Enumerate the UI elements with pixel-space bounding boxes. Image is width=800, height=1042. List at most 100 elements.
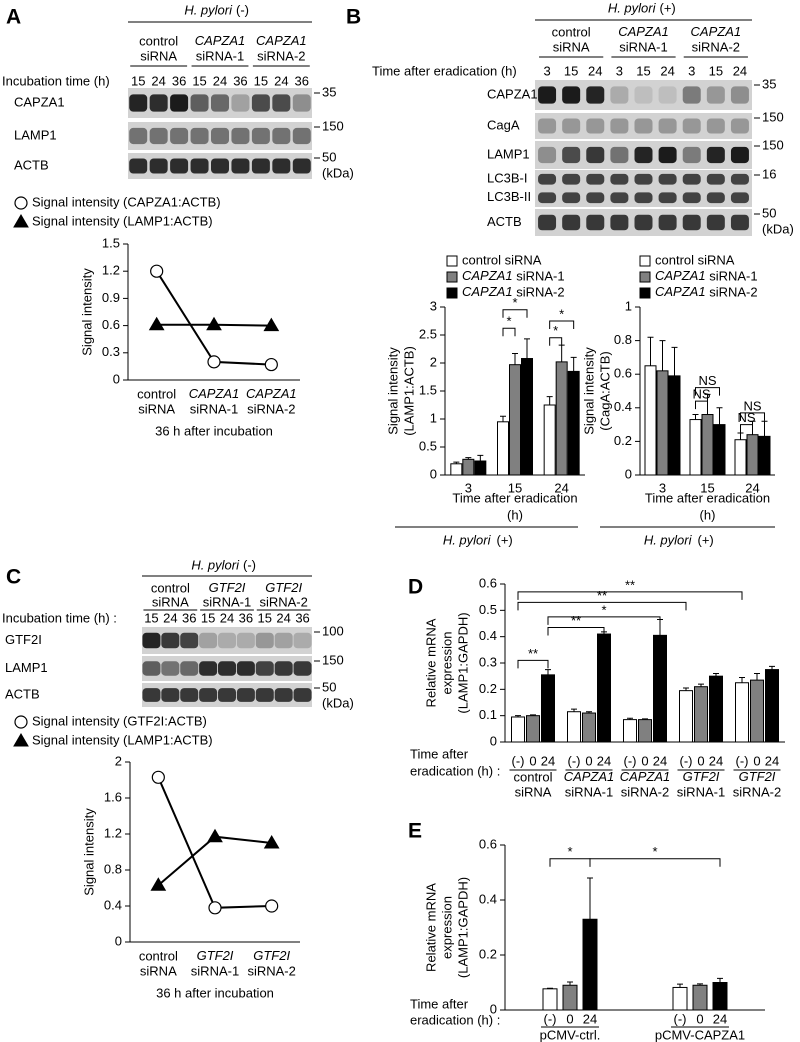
- bar: [672, 986, 688, 1011]
- footer-condition: (+): [497, 532, 513, 547]
- x-tick-label: 3: [659, 480, 666, 495]
- series-label: 24: [713, 1011, 727, 1026]
- y-tick-label: 1.5: [102, 235, 120, 250]
- significance-label: *: [652, 844, 657, 859]
- y-axis-label: (LAMP1:GAPDH): [455, 612, 470, 713]
- y-axis-label: (LAMP1:ACTB): [401, 346, 416, 436]
- band: [199, 688, 218, 702]
- band: [161, 688, 180, 702]
- band: [293, 661, 312, 676]
- significance-bracket: [517, 591, 743, 600]
- series-line: [157, 835, 272, 887]
- x-tick-label: pCMV-CAPZA1: [655, 1027, 745, 1042]
- band: [706, 214, 725, 231]
- bar: [709, 675, 723, 743]
- error-bar: [642, 718, 648, 720]
- header-strain: H. pylori: [184, 2, 233, 17]
- panel-letter: B: [346, 6, 361, 29]
- error-bar: [512, 352, 518, 365]
- bar: [750, 679, 764, 743]
- group-label: siRNA-2: [259, 594, 307, 609]
- lane-label: 15: [709, 63, 723, 78]
- bar: [509, 364, 521, 476]
- x-tick-label: CAPZA1: [564, 769, 615, 784]
- marker: [151, 770, 165, 784]
- significance-label: *: [559, 306, 564, 321]
- band: [129, 94, 148, 112]
- legend-label: control siRNA: [655, 252, 735, 267]
- significance-bracket: [547, 626, 605, 636]
- bar: [582, 918, 598, 1011]
- group-label: CAPZA1: [195, 33, 246, 48]
- band: [142, 688, 161, 702]
- band: [129, 127, 148, 145]
- band: [634, 192, 653, 204]
- band: [272, 94, 291, 112]
- row-label: LC3B-II: [487, 189, 531, 204]
- y-axis-label: expression: [439, 896, 454, 959]
- error-bar: [659, 340, 666, 371]
- marker: [207, 355, 221, 369]
- x-tick-label: siRNA-1: [677, 784, 725, 799]
- band: [634, 86, 653, 104]
- error-bar: [717, 977, 723, 983]
- error-bar: [500, 415, 506, 422]
- legend-swatch: [446, 255, 458, 267]
- mw-marker: 50: [762, 205, 776, 220]
- significance-bracket: [549, 320, 575, 329]
- marker: [207, 828, 223, 843]
- band: [682, 118, 701, 134]
- bar: [668, 375, 681, 476]
- lane-label: 3: [688, 63, 695, 78]
- error-bar: [546, 396, 553, 405]
- row-label: eradication (h) :: [410, 1012, 500, 1027]
- x-tick-label: 15: [700, 480, 714, 495]
- x-tick-label: siRNA-2: [247, 963, 295, 978]
- lane-label: 36: [295, 610, 309, 625]
- significance-label: NS: [698, 373, 716, 388]
- x-tick-label: siRNA: [140, 963, 177, 978]
- lane-label: 15: [258, 610, 272, 625]
- row-label: LAMP1: [487, 146, 530, 161]
- series-label: 24: [597, 753, 611, 768]
- x-tick-label: CAPZA1: [189, 386, 240, 401]
- header-condition: (-): [236, 2, 249, 17]
- series-label: (-): [544, 1011, 557, 1026]
- lane-label: 36: [172, 73, 186, 88]
- series-label: 0: [585, 753, 592, 768]
- band: [658, 146, 677, 164]
- y-tick-label: 0: [625, 466, 632, 481]
- error-bar: [515, 715, 521, 717]
- x-axis-label: 36 h after incubation: [155, 423, 273, 438]
- bar: [679, 690, 693, 743]
- marker: [265, 899, 279, 913]
- y-tick-label: 0.2: [479, 681, 497, 696]
- bar: [597, 633, 611, 743]
- y-tick-label: 0.6: [102, 317, 120, 332]
- band: [231, 158, 250, 174]
- mw-marker: 150: [762, 137, 784, 152]
- series-label: (-): [624, 753, 637, 768]
- mw-marker: 150: [322, 652, 344, 667]
- lane-label: 24: [151, 73, 165, 88]
- error-bar: [647, 336, 654, 366]
- group-label: control: [151, 580, 190, 595]
- band: [610, 86, 629, 104]
- error-bar: [587, 877, 593, 920]
- bar: [653, 634, 667, 743]
- time-label: Incubation time (h) :: [2, 610, 117, 625]
- y-tick-label: 0: [430, 466, 437, 481]
- significance-bracket: [740, 412, 765, 421]
- band: [658, 214, 677, 231]
- group-label: GTF2I: [265, 580, 302, 595]
- band: [634, 173, 653, 185]
- bar: [694, 686, 708, 743]
- band: [292, 94, 311, 112]
- marker: [263, 317, 280, 332]
- group-label: siRNA: [553, 39, 590, 54]
- significance-label: **: [625, 577, 635, 592]
- y-tick-label: 2.5: [419, 326, 437, 341]
- marker: [264, 357, 278, 372]
- x-tick-label: siRNA: [138, 401, 175, 416]
